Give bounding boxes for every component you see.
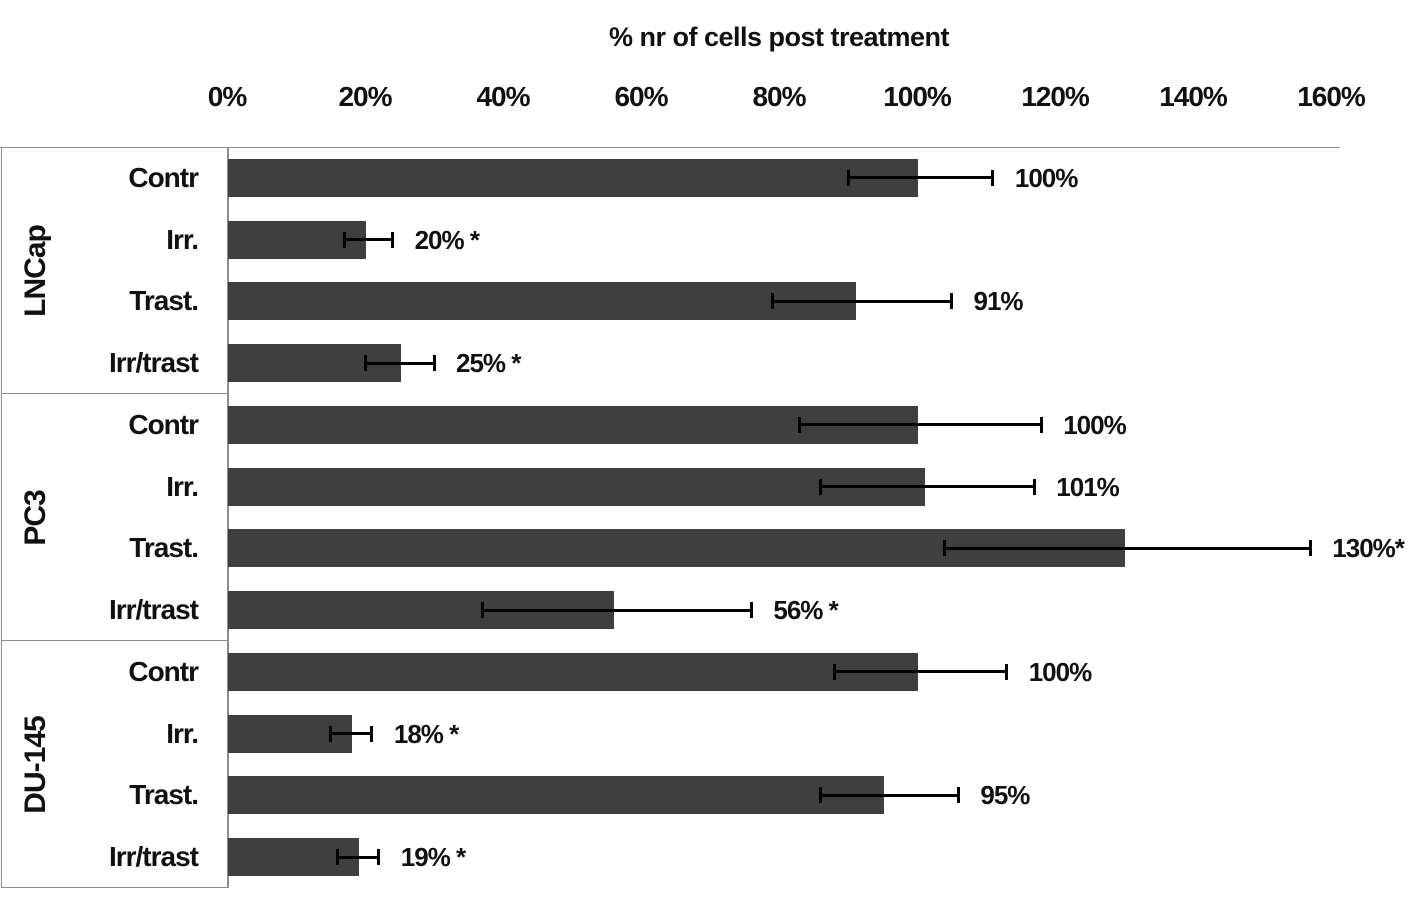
category-label: Irr/trast [108, 594, 199, 626]
error-bar-cap-left [770, 293, 774, 310]
value-label: 19% * [400, 842, 466, 873]
error-bar-line [820, 793, 959, 797]
error-bar-cap-right [432, 355, 436, 372]
error-bar-cap-left [342, 231, 346, 248]
chart-title: % nr of cells post treatment [608, 22, 950, 52]
error-bar-line [337, 855, 379, 859]
error-bar-cap-right [991, 169, 995, 186]
error-bar-line [820, 485, 1035, 489]
value-label: 101% [1056, 471, 1119, 502]
category-label: Contr [128, 655, 199, 687]
error-bar-cap-right [956, 787, 960, 804]
value-label: 25% * [456, 348, 521, 379]
error-bar-cap-right [1032, 478, 1036, 495]
value-label: 18% * [393, 718, 459, 749]
category-label: Trast. [129, 779, 199, 811]
x-tick-label: 100% [883, 81, 952, 112]
data-bar [228, 282, 856, 321]
error-bar-cap-left [798, 416, 802, 433]
error-bar-line [330, 732, 372, 736]
data-bar [228, 652, 918, 691]
x-tick-label: 160% [1297, 81, 1366, 112]
category-label: Irr. [166, 223, 199, 255]
error-bar-cap-right [749, 602, 753, 619]
data-bar [228, 467, 925, 506]
axis-top-line [0, 147, 1340, 148]
category-label: Irr. [166, 717, 199, 749]
group-label-box [1, 394, 228, 641]
value-label: 100% [1028, 656, 1092, 687]
error-bar-cap-left [832, 663, 836, 680]
error-bar-line [482, 608, 752, 612]
error-bar-cap-left [480, 602, 484, 619]
value-label: 20% * [414, 224, 480, 255]
error-bar-cap-right [377, 849, 381, 866]
value-label: 95% [980, 780, 1030, 811]
error-bar-cap-left [363, 355, 367, 372]
group-label-box [1, 641, 228, 888]
x-tick-label: 40% [476, 81, 530, 112]
category-label: Contr [128, 161, 199, 193]
category-label: Irr/trast [108, 841, 199, 873]
error-bar-cap-right [1005, 663, 1009, 680]
value-label: 100% [1063, 409, 1126, 440]
category-label: Irr/trast [108, 347, 199, 379]
error-bar-cap-right [1039, 416, 1043, 433]
data-bar [228, 158, 918, 197]
error-bar-cap-left [329, 725, 332, 742]
x-tick-label: 20% [338, 81, 392, 112]
error-bar-cap-left [943, 540, 947, 557]
category-label: Trast. [129, 285, 199, 317]
value-label: 130%* [1332, 533, 1405, 564]
error-bar-line [799, 423, 1042, 427]
value-label: 56% * [773, 595, 838, 626]
error-bar-line [344, 238, 393, 242]
data-bar [228, 776, 884, 815]
error-bar-cap-left [335, 849, 339, 866]
error-bar-line [944, 546, 1311, 550]
x-tick-label: 80% [752, 81, 806, 112]
error-bar-cap-right [391, 231, 395, 248]
error-bar-cap-right [370, 725, 374, 742]
error-bar-line [365, 361, 434, 365]
value-label: 91% [973, 286, 1024, 317]
error-bar-cap-left [846, 169, 850, 186]
x-tick-label: 140% [1159, 81, 1228, 112]
error-bar-line [772, 299, 952, 303]
error-bar-cap-right [950, 293, 953, 310]
group-label-box [1, 147, 228, 394]
category-label: Contr [128, 408, 199, 440]
x-tick-label: 0% [207, 81, 247, 112]
error-bar-line [834, 670, 1007, 674]
category-label: Irr. [166, 470, 199, 502]
x-tick-label: 120% [1021, 81, 1090, 112]
error-bar-line [848, 176, 993, 180]
error-bar-cap-right [1308, 540, 1312, 557]
value-label: 100% [1014, 162, 1078, 193]
x-tick-label: 60% [614, 81, 668, 112]
error-bar-cap-left [818, 478, 822, 495]
error-bar-cap-left [818, 787, 822, 804]
category-label: Trast. [129, 532, 199, 564]
